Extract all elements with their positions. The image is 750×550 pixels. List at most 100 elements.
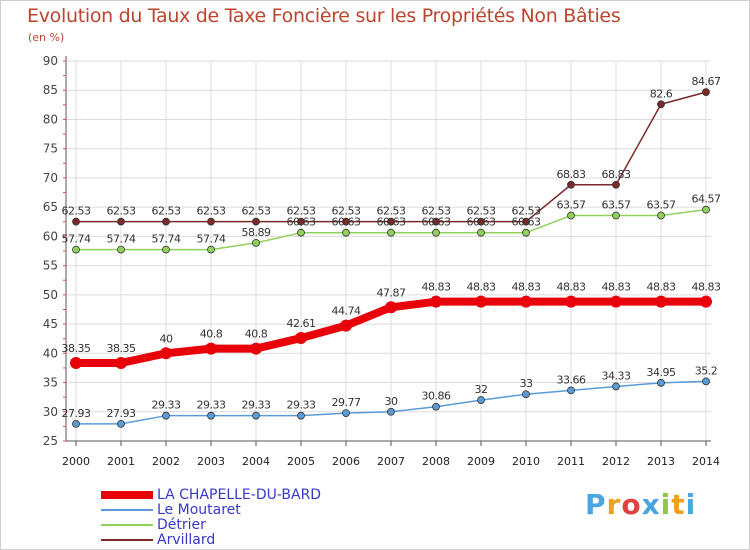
data-label: 62.53 <box>197 205 226 218</box>
x-tick-label: 2003 <box>197 455 225 468</box>
data-label: 63.57 <box>602 199 631 212</box>
data-point <box>117 217 125 226</box>
data-point <box>522 228 530 237</box>
x-tick-label: 2009 <box>467 455 495 468</box>
y-tick-label: 85 <box>43 83 58 97</box>
data-point <box>387 228 395 237</box>
logo-letter: P <box>585 488 607 521</box>
legend-swatch <box>101 509 153 511</box>
data-point <box>612 211 620 220</box>
data-label: 84.67 <box>692 75 721 88</box>
data-label: 60.63 <box>377 216 406 229</box>
data-label: 48.83 <box>512 281 541 294</box>
data-point <box>567 386 575 395</box>
data-label: 62.53 <box>512 205 541 218</box>
data-label: 29.33 <box>197 399 226 412</box>
data-label: 48.83 <box>647 281 676 294</box>
data-point <box>72 419 80 428</box>
logo-letter: i <box>685 488 697 521</box>
data-label: 48.83 <box>467 281 496 294</box>
data-label: 62.53 <box>62 205 91 218</box>
data-point <box>297 411 305 420</box>
data-label: 57.74 <box>197 233 226 246</box>
data-label: 48.83 <box>602 281 631 294</box>
data-point <box>340 319 352 332</box>
data-point <box>387 407 395 416</box>
legend-item[interactable]: LA CHAPELLE-DU-BARD <box>101 487 401 503</box>
data-point <box>702 205 710 214</box>
x-tick-label: 2013 <box>647 455 675 468</box>
legend-item[interactable]: Arvillard <box>101 532 401 548</box>
data-label: 35.2 <box>695 364 718 377</box>
data-point <box>295 332 307 345</box>
data-label: 63.57 <box>557 199 586 212</box>
data-label: 48.83 <box>422 281 451 294</box>
data-label: 44.74 <box>332 305 361 318</box>
y-tick-label: 90 <box>43 54 58 68</box>
data-point <box>567 180 575 189</box>
data-label: 62.53 <box>287 205 316 218</box>
data-point <box>252 217 260 226</box>
y-tick-label: 45 <box>43 317 58 331</box>
data-point <box>342 228 350 237</box>
y-tick-label: 35 <box>43 376 58 390</box>
data-point <box>657 211 665 220</box>
data-point <box>160 347 172 360</box>
y-tick-label: 65 <box>43 200 58 214</box>
x-tick-label: 2014 <box>692 455 720 468</box>
data-label: 63.57 <box>647 199 676 212</box>
data-label: 34.95 <box>647 366 676 379</box>
data-point <box>162 217 170 226</box>
data-point <box>297 228 305 237</box>
x-tick-label: 2005 <box>287 455 315 468</box>
data-label: 62.53 <box>242 205 271 218</box>
data-label: 60.63 <box>467 216 496 229</box>
y-tick-label: 70 <box>43 171 58 185</box>
data-label: 34.33 <box>602 369 631 382</box>
data-point <box>432 402 440 411</box>
data-point <box>522 217 530 226</box>
data-point <box>162 245 170 254</box>
data-label: 47.87 <box>377 286 406 299</box>
y-tick-label: 80 <box>43 112 58 126</box>
data-point <box>430 295 442 308</box>
data-point <box>522 390 530 399</box>
data-label: 40.8 <box>245 328 268 341</box>
data-point <box>297 217 305 226</box>
data-label: 38.35 <box>62 342 91 355</box>
x-tick-label: 2010 <box>512 455 540 468</box>
data-label: 40.8 <box>200 328 223 341</box>
data-label: 62.53 <box>377 205 406 218</box>
data-point <box>72 245 80 254</box>
legend-swatch <box>101 491 153 499</box>
axes <box>63 56 711 446</box>
data-label: 60.63 <box>422 216 451 229</box>
data-point <box>342 409 350 418</box>
data-point <box>610 295 622 308</box>
data-point <box>702 88 710 97</box>
data-point <box>117 245 125 254</box>
data-point <box>432 228 440 237</box>
data-label: 60.63 <box>332 216 361 229</box>
data-label: 62.53 <box>422 205 451 218</box>
data-label: 68.83 <box>557 168 586 181</box>
data-point <box>72 217 80 226</box>
data-label: 62.53 <box>332 205 361 218</box>
data-label: 48.83 <box>557 281 586 294</box>
x-tick-label: 2006 <box>332 455 360 468</box>
data-point <box>475 295 487 308</box>
y-tick-label: 25 <box>43 434 58 448</box>
data-label: 29.33 <box>287 399 316 412</box>
data-point <box>70 356 82 369</box>
data-point <box>385 301 397 314</box>
data-point <box>477 396 485 404</box>
data-point <box>655 295 667 308</box>
data-point <box>477 228 485 237</box>
legend-item[interactable]: Le Moutaret <box>101 502 401 518</box>
data-point <box>387 217 395 226</box>
legend-item[interactable]: Détrier <box>101 517 401 533</box>
y-tick-label: 40 <box>43 346 58 360</box>
data-point <box>520 295 532 308</box>
data-label: 30 <box>385 395 398 408</box>
